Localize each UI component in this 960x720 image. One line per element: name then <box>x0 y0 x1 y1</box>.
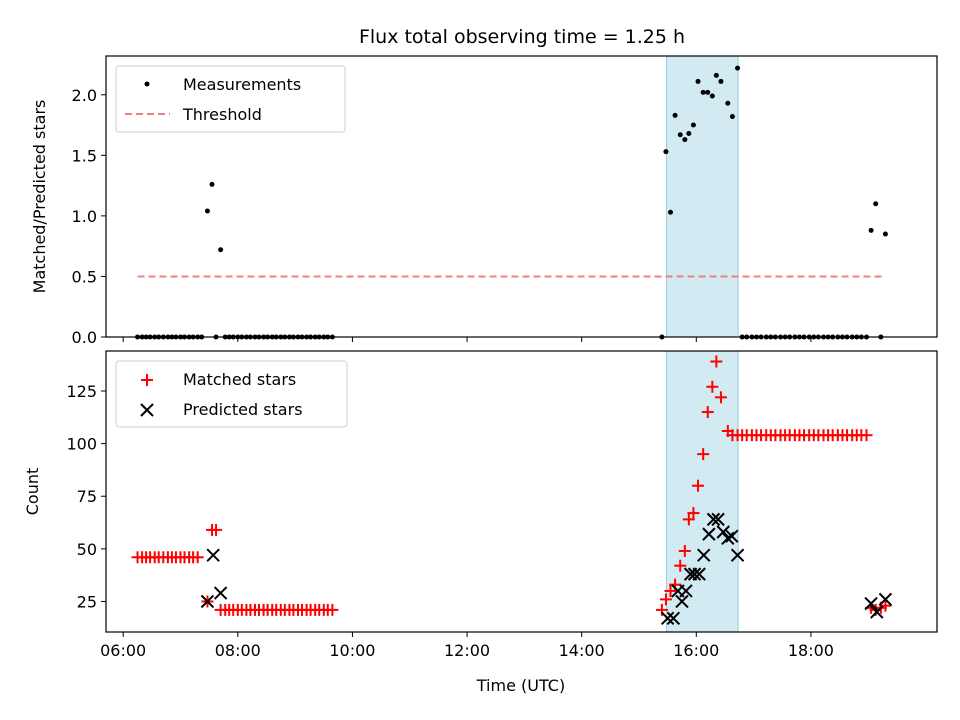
predicted-star-point <box>878 592 893 607</box>
predicted-star-point <box>200 594 215 609</box>
predicted-star-point <box>692 567 706 581</box>
y-tick-label: 2.0 <box>72 86 97 105</box>
matched-star-point <box>692 479 705 492</box>
bottom-panel: 25 50 75 100 125 06:00 08:00 10:00 12:00 14:00 16… <box>23 350 938 695</box>
measurement-point <box>882 231 888 237</box>
predicted-star-point <box>730 548 745 562</box>
measurement-point <box>204 208 210 214</box>
matched-star-point <box>860 429 873 442</box>
x-tick-label: 14:00 <box>559 641 605 660</box>
x-tick-label: 08:00 <box>215 641 261 660</box>
matched-star-point <box>714 391 727 404</box>
predicted-star-point <box>711 512 725 527</box>
matched-star-point <box>210 523 223 536</box>
y-tick-label: 50 <box>77 540 97 559</box>
measurement-point <box>729 114 735 120</box>
measurement-point <box>873 201 879 207</box>
predicted-star-point <box>660 611 675 626</box>
predicted-star-point <box>716 525 730 539</box>
predicted-star-point <box>870 605 884 619</box>
measurement-point <box>713 72 719 78</box>
x-tick-label: 06:00 <box>100 641 146 660</box>
y-tick-label: 0.0 <box>72 328 97 347</box>
x-tick-label: 18:00 <box>788 641 834 660</box>
matched-star-point <box>682 513 695 526</box>
measurement-point <box>668 209 674 215</box>
legend-predicted-label: Predicted stars <box>183 400 303 419</box>
bottom-plot-frame <box>105 350 938 633</box>
predicted-star-point <box>725 529 739 543</box>
legend-matched-label: Matched stars <box>183 370 296 389</box>
matched-star-point <box>326 603 339 616</box>
measurement-point <box>718 78 724 84</box>
measurement-point <box>735 65 741 71</box>
predicted-star-point <box>721 531 735 546</box>
predicted-star-point <box>687 567 702 581</box>
legend-measurements-marker <box>144 81 150 87</box>
measurement-point <box>677 132 683 138</box>
bottom-legend: Matched stars Predicted stars <box>115 360 348 428</box>
measurement-point <box>682 137 688 143</box>
predicted-star-point <box>706 512 721 527</box>
measurement-point <box>695 78 701 84</box>
y-tick-label: 25 <box>77 592 97 611</box>
x-tick-label: 10:00 <box>329 641 375 660</box>
y-tick-label: 125 <box>66 382 97 401</box>
predicted-star-point <box>675 594 689 609</box>
matched-star-point <box>687 507 700 520</box>
matched-star-point <box>678 544 691 557</box>
legend-predicted-marker <box>140 403 154 417</box>
predicted-star-point <box>206 548 220 562</box>
measurement-point <box>686 131 692 137</box>
measurement-point <box>868 227 874 233</box>
y-tick-label: 1.5 <box>72 146 97 165</box>
matched-star-point <box>701 406 714 419</box>
legend-measurements-label: Measurements <box>183 75 301 94</box>
predicted-star-point <box>702 527 716 541</box>
y-tick-label: 100 <box>66 435 97 454</box>
shaded-span-top <box>665 55 739 338</box>
predicted-star-point <box>213 586 228 600</box>
matched-star-point <box>697 448 710 461</box>
predicted-star-point <box>679 584 693 598</box>
top-plot-frame <box>105 55 938 338</box>
matched-star-point <box>659 593 672 606</box>
measurement-point <box>209 181 215 187</box>
predicted-star-point <box>697 548 711 562</box>
y-tick-label: 75 <box>77 487 97 506</box>
top-y-axis-label: Matched/Predicted stars <box>30 100 49 294</box>
matched-star-point <box>674 559 687 572</box>
matched-star-point <box>664 584 677 597</box>
x-tick-label: 16:00 <box>673 641 719 660</box>
matched-star-point <box>191 551 204 564</box>
measurement-point <box>672 112 678 118</box>
top-legend: Measurements Threshold <box>115 65 346 133</box>
x-axis-label: Time (UTC) <box>476 676 565 695</box>
chart-title: Flux total observing time = 1.25 h <box>359 26 685 48</box>
legend-threshold-label: Threshold <box>182 105 262 124</box>
measurement-point <box>690 122 696 128</box>
measurement-point <box>700 89 706 95</box>
x-tick-label: 12:00 <box>444 641 490 660</box>
measurement-point <box>705 89 711 95</box>
measurement-point <box>218 247 224 253</box>
predicted-star-point <box>864 596 878 611</box>
matched-star-point <box>879 599 892 612</box>
measurement-point <box>663 149 669 155</box>
matched-star-point <box>706 380 719 393</box>
top-panel: 0.00.51.01.52.0 Matched/Predicted stars … <box>30 55 938 347</box>
legend-matched-marker <box>141 374 153 386</box>
matched-star-point <box>710 355 723 368</box>
y-tick-label: 0.5 <box>72 267 97 286</box>
predicted-star-point <box>666 611 681 626</box>
measurement-point <box>709 93 715 99</box>
bottom-y-axis-label: Count <box>23 468 42 516</box>
measurement-point <box>725 100 731 106</box>
y-tick-label: 1.0 <box>72 207 97 226</box>
